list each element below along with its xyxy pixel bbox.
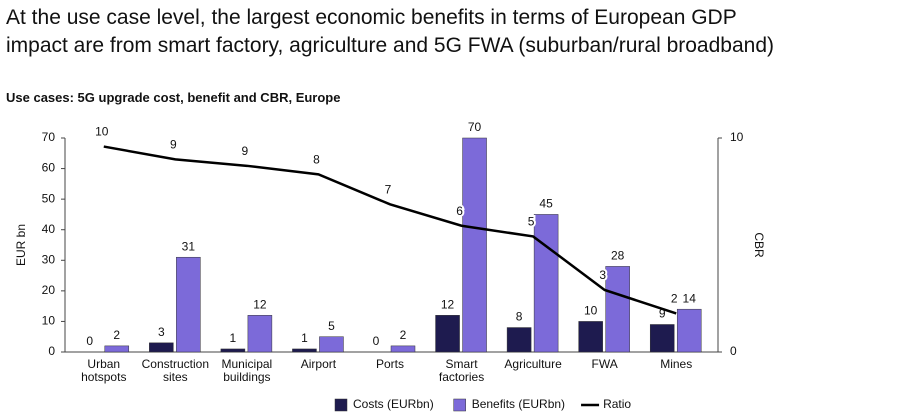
data-label: 9 [170,138,177,152]
y-tick-label: 0 [48,344,55,358]
bar [149,342,174,353]
data-label: 1 [301,331,308,345]
data-label: 0 [373,334,380,348]
y-tick-label: 30 [42,252,56,266]
y-tick-label: 70 [42,130,56,144]
bar [533,214,559,353]
x-tick-label: Agriculture [504,357,562,371]
line [103,145,677,315]
y-axis-label: EUR bn [14,224,28,266]
data-label: 2 [113,328,120,342]
bar [676,308,702,353]
data-label: 7 [385,183,392,197]
x-tick-label: Municipal buildings [221,357,273,384]
data-label: 8 [313,153,320,167]
data-label: 12 [253,297,267,311]
chart-subtitle: Use cases: 5G upgrade cost, benefit and … [6,90,341,105]
y-tick-label: 20 [42,283,56,297]
bar [292,348,317,353]
data-label: 45 [539,197,553,211]
x-tick-label: Airport [300,357,337,371]
data-label: 28 [611,249,625,263]
data-label: 2 [400,328,407,342]
x-tick-label: FWA [591,357,618,371]
legend-label: Costs (EURbn) [353,397,434,411]
bar [390,345,416,353]
bar [220,348,246,353]
x-tick-label: Urban hotspots [81,357,127,384]
x-tick-label: Mines [660,357,693,371]
bar [578,321,603,353]
x-tick-label: Ports [375,357,404,371]
legend-label: Ratio [603,397,631,411]
x-tick-label: Construction sites [141,357,210,384]
data-label: 3 [158,325,165,339]
y-tick-label: 60 [42,161,56,175]
legend-swatch [334,398,348,412]
data-label: 14 [683,291,697,305]
data-label: 2 [671,292,678,306]
y2-axis-label: CBR [752,232,766,258]
data-label: 5 [528,215,535,229]
y2-tick-label: 0 [730,344,737,358]
data-label: 3 [599,268,606,282]
x-tick-label: Smart factories [438,357,485,384]
bar [462,137,487,353]
data-label: 5 [328,319,335,333]
data-label: 6 [456,204,463,218]
data-label: 10 [584,304,598,318]
bar [176,256,201,353]
data-label: 0 [86,334,93,348]
data-label: 9 [659,307,666,321]
data-label: 1 [230,331,237,345]
bar [435,315,460,353]
y-tick-label: 40 [42,222,56,236]
bar [104,345,130,353]
legend-swatch [453,398,466,412]
y2-tick-label: 10 [730,130,744,144]
chart-title: At the use case level, the largest econo… [6,6,774,57]
data-label: 31 [182,239,196,253]
legend-label: Benefits (EURbn) [472,397,565,411]
data-label: 8 [516,310,523,324]
bar [605,266,630,353]
bar [649,324,675,353]
data-label: 12 [441,297,455,311]
data-label: 9 [242,144,249,158]
y-tick-label: 50 [42,191,56,205]
data-label: 10 [95,125,109,139]
bar [247,315,273,353]
y-tick-label: 10 [42,314,56,328]
bar [319,336,344,353]
bar [506,327,532,353]
data-label: 70 [468,120,482,134]
